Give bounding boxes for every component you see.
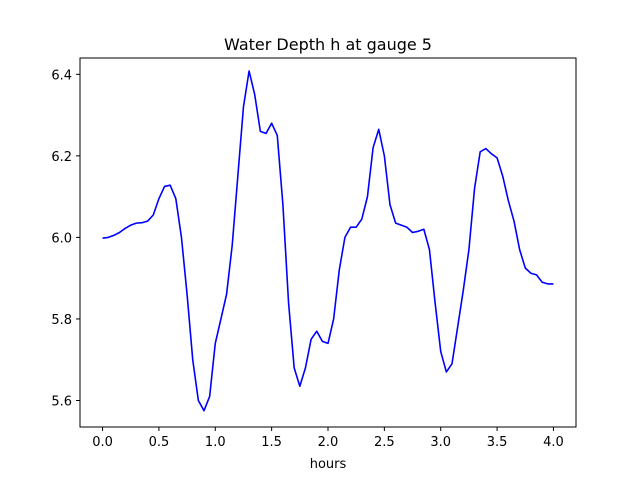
y-tick-label: 5.8 — [51, 313, 72, 328]
x-tick-label: 1.5 — [261, 435, 282, 450]
y-tick-label: 5.6 — [51, 394, 72, 409]
x-tick-label: 2.0 — [318, 435, 339, 450]
x-tick-label: 2.5 — [374, 435, 395, 450]
x-tick-label: 1.0 — [205, 435, 226, 450]
x-tick-label: 3.5 — [487, 435, 508, 450]
x-tick-label: 4.0 — [543, 435, 564, 450]
y-tick-label: 6.2 — [51, 150, 72, 165]
y-axis: 5.6 5.8 6.0 6.2 6.4 — [51, 68, 80, 409]
series-line — [102, 70, 554, 412]
x-axis: 0.0 0.5 1.0 1.5 2.0 2.5 3.0 3.5 4.0 — [92, 427, 564, 450]
chart-title: Water Depth h at gauge 5 — [224, 35, 432, 54]
x-tick-label: 0.0 — [92, 435, 113, 450]
x-tick-label: 0.5 — [149, 435, 170, 450]
x-axis-label: hours — [310, 457, 347, 472]
y-tick-label: 6.4 — [51, 68, 72, 83]
x-tick-label: 3.0 — [430, 435, 451, 450]
y-tick-label: 6.0 — [51, 231, 72, 246]
